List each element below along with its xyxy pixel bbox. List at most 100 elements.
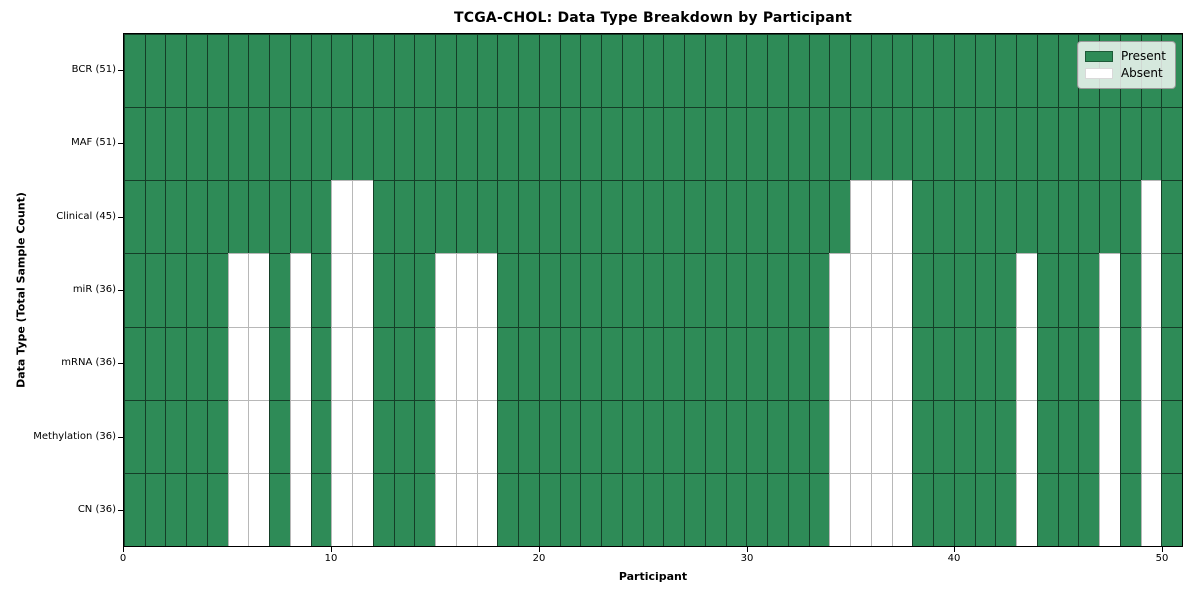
heatmap-cell (870, 253, 892, 327)
heatmap-cell (621, 472, 643, 546)
heatmap-cell (995, 326, 1017, 400)
heatmap-cell (414, 180, 436, 254)
heatmap-cell (746, 34, 768, 108)
heatmap-cell (933, 472, 954, 546)
heatmap-cell (1078, 253, 1100, 327)
heatmap-cell (870, 107, 892, 181)
heatmap-cell (331, 472, 353, 546)
y-tick-mark (118, 363, 123, 364)
heatmap-cell (995, 472, 1017, 546)
heatmap-cell (1140, 399, 1162, 473)
heatmap-cell (850, 34, 871, 108)
heatmap-cell (912, 399, 934, 473)
heatmap-cell (808, 107, 830, 181)
heatmap-cell (704, 399, 726, 473)
legend-swatch (1084, 51, 1113, 62)
heatmap-cell (953, 399, 975, 473)
heatmap-cell (1016, 399, 1037, 473)
heatmap-cell (870, 326, 892, 400)
heatmap-cell (435, 180, 456, 254)
heatmap-cell (1036, 472, 1058, 546)
heatmap-cell (559, 107, 581, 181)
heatmap-cell (704, 472, 726, 546)
heatmap-cell (476, 34, 498, 108)
heatmap-cell (331, 253, 353, 327)
heatmap-cell (186, 107, 207, 181)
heatmap-cell (144, 34, 166, 108)
heatmap-cell (829, 399, 851, 473)
heatmap-cell (518, 180, 539, 254)
heatmap-cell (435, 107, 456, 181)
heatmap-cell (912, 180, 934, 254)
y-tick-label: CN (36) (77, 504, 116, 516)
heatmap-cell (974, 34, 996, 108)
y-tick-label: Methylation (36) (33, 430, 116, 442)
heatmap-cell (808, 253, 830, 327)
heatmap-cell (912, 472, 934, 546)
heatmap-cell (1140, 253, 1162, 327)
heatmap-cell (372, 180, 394, 254)
heatmap-cell (1119, 253, 1141, 327)
heatmap-cell (995, 399, 1017, 473)
heatmap-cell (227, 326, 249, 400)
heatmap-cell (870, 472, 892, 546)
heatmap-cell (248, 107, 270, 181)
y-tick-mark (118, 290, 123, 291)
heatmap-cell (580, 253, 602, 327)
heatmap-cell (891, 107, 913, 181)
heatmap-cell (476, 107, 498, 181)
heatmap-cell (352, 253, 373, 327)
x-tick-label: 0 (119, 553, 127, 564)
heatmap-cell (372, 253, 394, 327)
heatmap-cell (248, 472, 270, 546)
x-axis-label: Participant (618, 570, 688, 583)
heatmap-cell (518, 34, 539, 108)
heatmap-cell (933, 399, 954, 473)
heatmap-cell (1036, 399, 1058, 473)
heatmap-cell (621, 107, 643, 181)
heatmap-cell (497, 107, 519, 181)
heatmap-cell (497, 326, 519, 400)
heatmap-cell (1119, 107, 1141, 181)
heatmap-cell (684, 253, 705, 327)
heatmap-cell (538, 107, 560, 181)
heatmap-cell (891, 180, 913, 254)
heatmap-cell (891, 253, 913, 327)
heatmap-cell (476, 253, 498, 327)
heatmap-cell (767, 34, 788, 108)
heatmap-cell (1016, 326, 1037, 400)
heatmap-cell (870, 34, 892, 108)
heatmap-cell (808, 34, 830, 108)
heatmap-cell (124, 472, 145, 546)
heatmap-cell (1036, 180, 1058, 254)
heatmap-cell (310, 107, 332, 181)
heatmap-cell (767, 107, 788, 181)
heatmap-cell (165, 107, 187, 181)
heatmap-cell (912, 326, 934, 400)
y-tick-label: Clinical (45) (56, 210, 116, 222)
heatmap-cell (1016, 107, 1037, 181)
heatmap-cell (1161, 253, 1182, 327)
heatmap-cell (1016, 180, 1037, 254)
heatmap-cell (829, 107, 851, 181)
heatmap-cell (974, 326, 996, 400)
heatmap-cell (995, 107, 1017, 181)
heatmap-cell (974, 180, 996, 254)
heatmap-cell (393, 326, 415, 400)
heatmap-cell (684, 107, 705, 181)
heatmap-cell (808, 326, 830, 400)
x-tick-mark (747, 547, 748, 552)
heatmap-cell (1099, 107, 1120, 181)
heatmap-cell (891, 34, 913, 108)
heatmap-cell (642, 326, 664, 400)
heatmap-cell (580, 34, 602, 108)
heatmap-cell (372, 326, 394, 400)
heatmap-cell (124, 180, 145, 254)
heatmap-cell (455, 472, 477, 546)
heatmap-cell (331, 399, 353, 473)
heatmap-cell (580, 180, 602, 254)
x-tick-label: 10 (324, 553, 338, 564)
heatmap-cell (829, 472, 851, 546)
heatmap-cell (414, 107, 436, 181)
